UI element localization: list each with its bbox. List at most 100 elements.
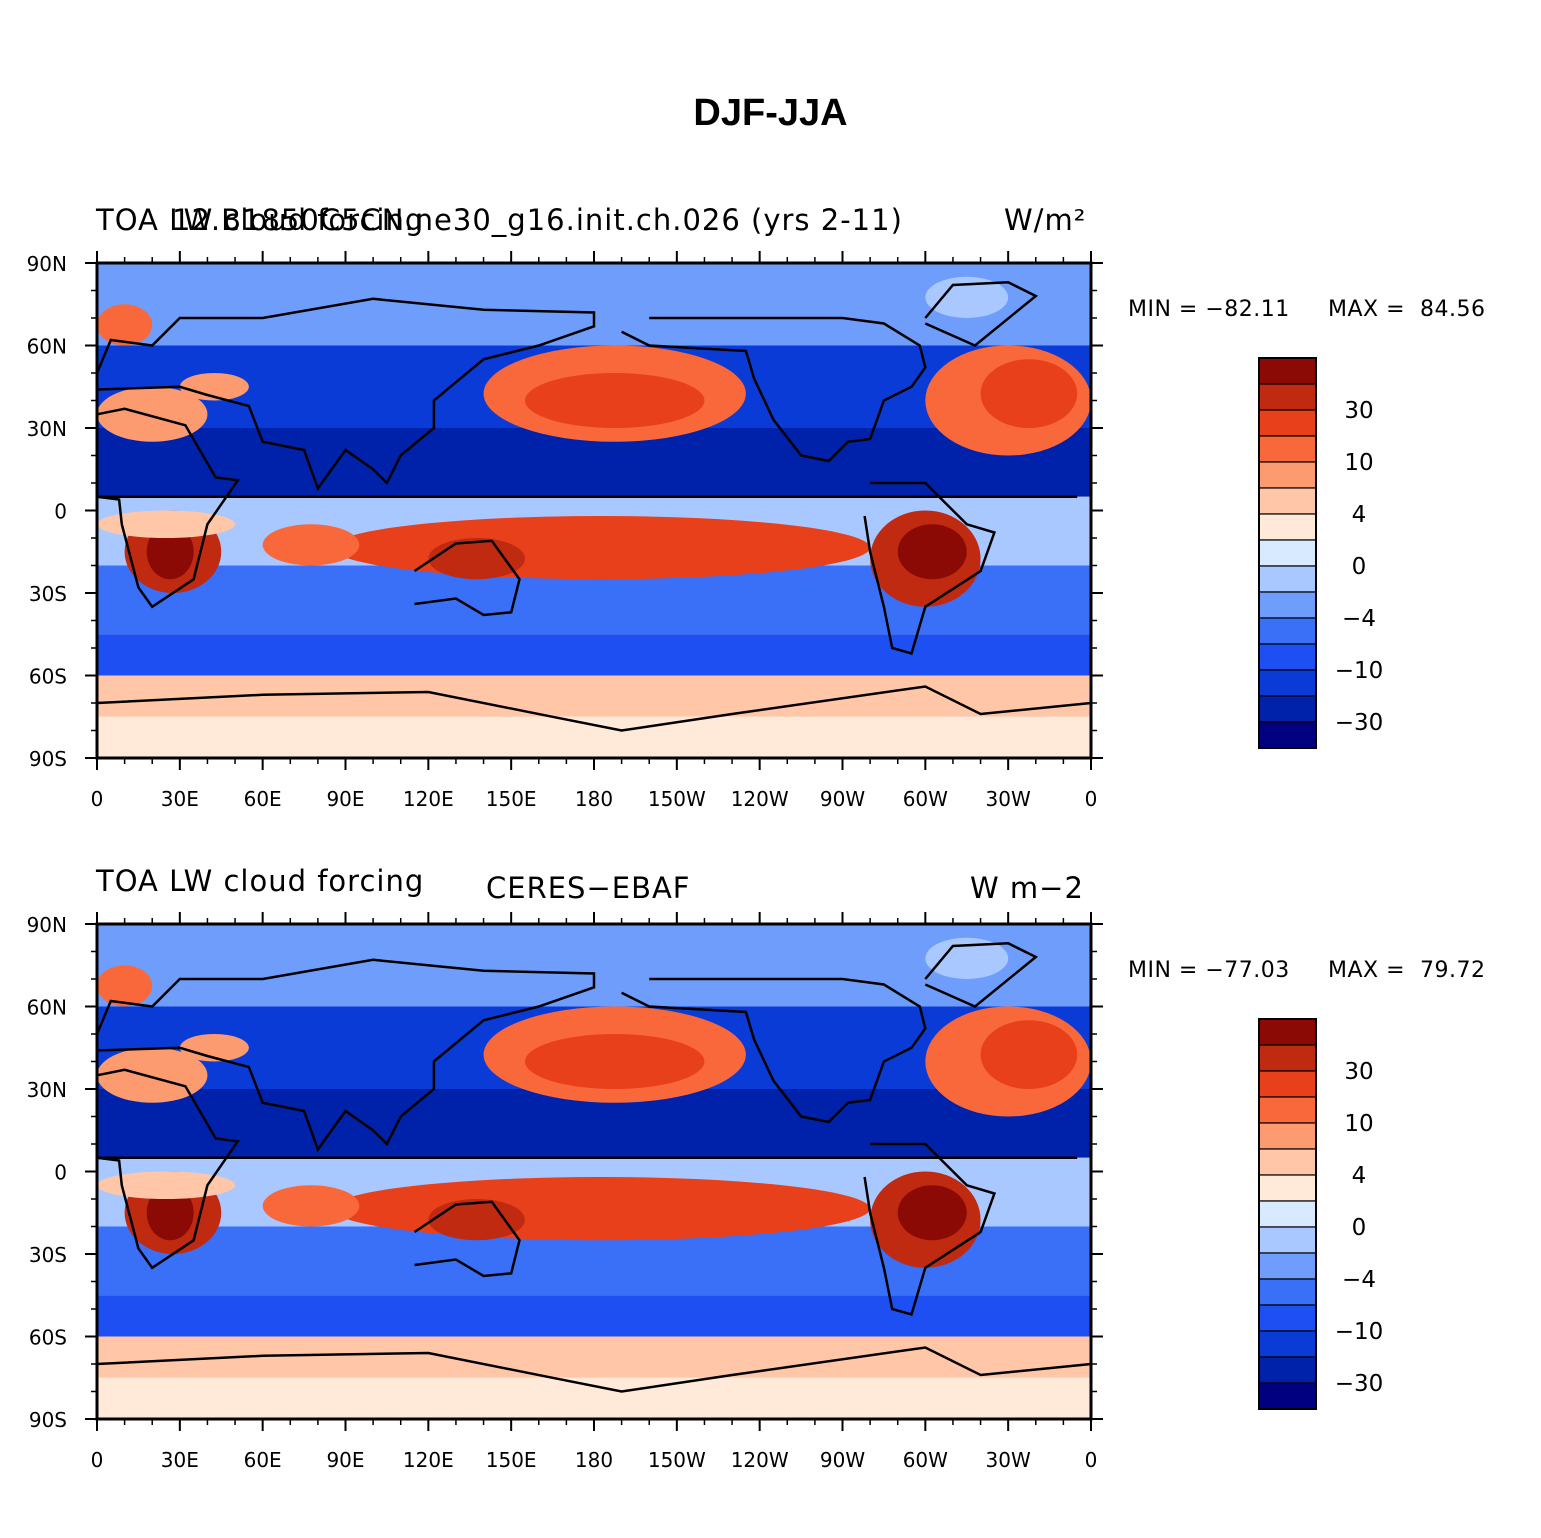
coastline	[621, 316, 927, 463]
panel-units: W m−2	[970, 871, 1084, 905]
coastline	[95, 297, 596, 492]
y-tick-label: 60S	[29, 1326, 67, 1350]
panel-units: W/m²	[1004, 203, 1087, 237]
field-patch	[428, 1199, 525, 1241]
x-tick-label: 150E	[486, 1448, 537, 1472]
min-label: MIN = −77.03	[1128, 958, 1290, 983]
field-patch	[179, 373, 249, 401]
field-band	[97, 263, 1091, 346]
min-label: MIN = −82.11	[1128, 297, 1290, 322]
colorbar-label: −4	[1342, 1267, 1376, 1293]
colorbar-label: −10	[1335, 1319, 1384, 1345]
x-tick-label: 60E	[244, 1448, 282, 1472]
colorbar-swatch	[1258, 1252, 1317, 1280]
field-band	[97, 924, 1091, 1007]
field-patch	[524, 1034, 705, 1089]
field-band	[97, 634, 1091, 676]
x-tick-label: 0	[91, 787, 104, 811]
field-patch	[96, 1171, 236, 1199]
x-tick-label: 60E	[244, 787, 282, 811]
field-patch	[897, 1185, 967, 1241]
colorbar-swatch	[1258, 1356, 1317, 1384]
x-tick-label: 150W	[648, 787, 706, 811]
x-tick-label: 180	[575, 787, 613, 811]
colorbar-label: 10	[1344, 1111, 1373, 1137]
coastline	[96, 685, 1092, 732]
max-label: MAX = 84.56	[1328, 297, 1486, 322]
x-tick-label: 90W	[820, 1448, 865, 1472]
coastline	[924, 942, 1039, 1008]
colorbar-swatch	[1258, 1278, 1317, 1306]
colorbar-swatch	[1258, 591, 1317, 619]
coastline	[96, 1068, 1078, 1270]
x-tick-label: 30W	[986, 787, 1031, 811]
x-tick-label: 30W	[986, 1448, 1031, 1472]
field-band	[97, 1295, 1091, 1337]
x-tick-label: 120E	[403, 1448, 454, 1472]
x-tick-label: 150W	[648, 1448, 706, 1472]
coastline	[95, 958, 596, 1153]
field-patch	[146, 524, 194, 580]
x-tick-label: 60W	[903, 787, 948, 811]
x-tick-label: 120W	[731, 787, 789, 811]
y-tick-label: 30S	[29, 1243, 67, 1267]
y-tick-label: 90N	[27, 252, 67, 276]
coastline	[621, 977, 927, 1124]
x-tick-label: 90W	[820, 787, 865, 811]
y-tick-label: 30N	[27, 1078, 67, 1102]
field-patch	[980, 359, 1078, 428]
colorbar-label: −10	[1335, 658, 1384, 684]
y-tick-label: 60S	[29, 665, 67, 689]
field-patch	[96, 510, 236, 538]
x-tick-label: 60W	[903, 1448, 948, 1472]
colorbar-swatch	[1258, 1018, 1317, 1046]
x-tick-label: 120E	[403, 787, 454, 811]
field-patch	[428, 538, 525, 580]
x-tick-label: 120W	[731, 1448, 789, 1472]
field-patch	[925, 937, 1009, 979]
x-tick-label: 90E	[326, 1448, 364, 1472]
panel-center-title: 12.B1850C5CN.ne30_g16.init.ch.026 (yrs 2…	[172, 203, 903, 237]
colorbar-frame	[1258, 357, 1317, 749]
field-patch	[262, 1185, 360, 1227]
colorbar-swatch	[1258, 1226, 1317, 1254]
figure-title: DJF-JJA	[693, 92, 848, 134]
field-patch	[524, 373, 705, 428]
field-patch	[97, 304, 153, 346]
field-patch	[97, 965, 153, 1007]
colorbar-label: 4	[1352, 1163, 1367, 1189]
y-tick-label: 0	[54, 1161, 67, 1185]
colorbar-swatch	[1258, 1122, 1317, 1150]
map-plot: 0 30E 60E 90E 120E 150E 180 150W 120W 90W 60W 30W 09…	[27, 251, 1384, 811]
colorbar-swatch	[1258, 1044, 1317, 1072]
colorbar-frame	[1258, 1018, 1317, 1410]
y-tick-label: 90S	[29, 1408, 67, 1432]
coastline	[413, 1200, 521, 1278]
field-patch	[925, 276, 1009, 318]
colorbar-swatch	[1258, 1200, 1317, 1228]
obs-panel: TOA LW cloud forcing CERES−EBAF W m−2 MI…	[0, 0, 1541, 1472]
colorbar-label: 30	[1344, 398, 1373, 424]
field-patch	[262, 524, 360, 566]
y-tick-label: 0	[54, 500, 67, 524]
colorbar-label: −30	[1335, 710, 1384, 736]
colorbar-swatch	[1258, 1096, 1317, 1124]
y-tick-label: 90N	[27, 913, 67, 937]
colorbar-label: −30	[1335, 1371, 1384, 1397]
x-tick-label: 0	[1085, 1448, 1098, 1472]
x-tick-label: 180	[575, 1448, 613, 1472]
field-patch	[97, 386, 208, 442]
colorbar-swatch	[1258, 1382, 1317, 1410]
colorbar-label: 30	[1344, 1059, 1373, 1085]
field-band	[97, 1336, 1091, 1378]
x-tick-label: 30E	[161, 787, 199, 811]
panel-center-title: CERES−EBAF	[486, 871, 691, 905]
panel-left-title: TOA LW cloud forcing	[96, 203, 425, 237]
model-panel: TOA LW cloud forcing 12.B1850C5CN.ne30_g…	[0, 0, 1541, 811]
colorbar-swatch	[1258, 1330, 1317, 1358]
field-band	[97, 716, 1091, 758]
coastline	[924, 281, 1039, 347]
colorbar-label: 0	[1352, 554, 1367, 580]
panel-left-title: TOA LW cloud forcing	[96, 864, 425, 898]
